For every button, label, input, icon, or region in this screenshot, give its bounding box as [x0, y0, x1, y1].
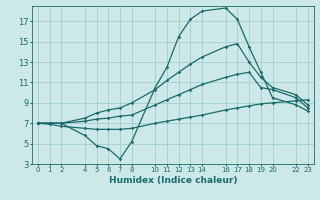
X-axis label: Humidex (Indice chaleur): Humidex (Indice chaleur) [108, 176, 237, 185]
